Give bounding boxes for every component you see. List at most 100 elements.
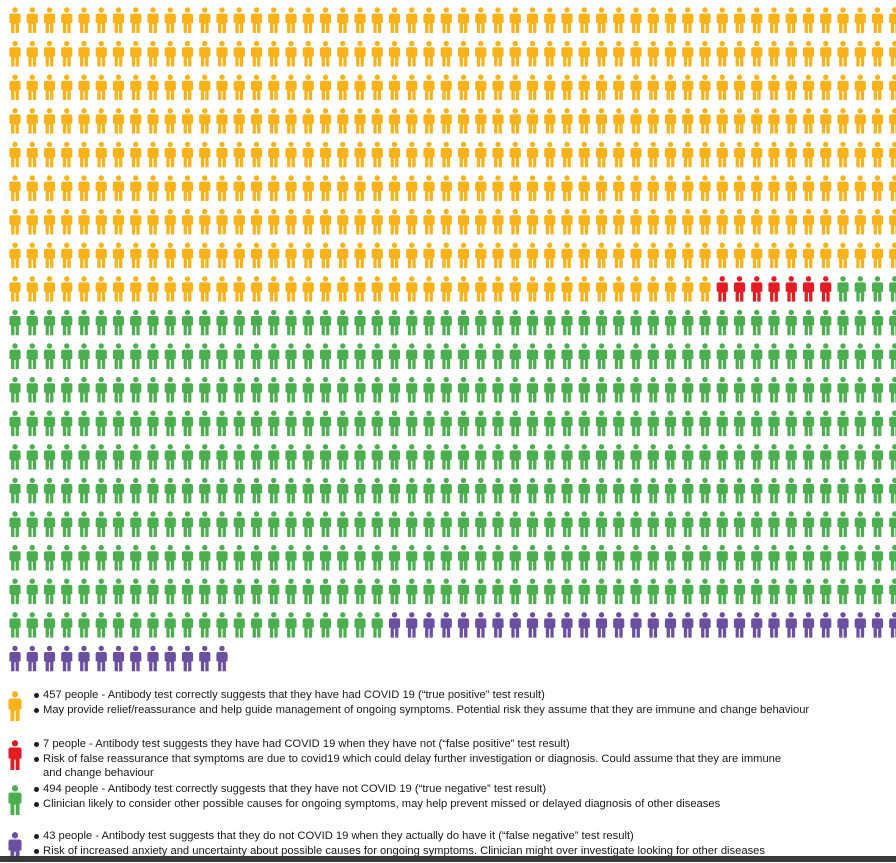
person-icon-true-positive <box>95 141 107 168</box>
person-icon-true-positive <box>112 242 125 269</box>
person-icon-true-positive <box>475 276 487 302</box>
person-icon-true-positive <box>302 108 314 134</box>
person-icon-true-positive <box>492 141 504 168</box>
person-icon-true-negative <box>9 376 21 403</box>
person-icon-true-negative <box>130 578 142 605</box>
person-icon-true-positive <box>647 276 659 302</box>
person-icon-true-negative <box>337 410 349 437</box>
person-icon-true-positive <box>682 108 694 134</box>
person-icon-true-positive <box>613 175 625 201</box>
person-icon-true-negative <box>423 578 435 605</box>
person-icon-true-negative <box>302 444 314 470</box>
person-icon-true-positive <box>457 175 470 201</box>
person-icon-true-positive <box>95 40 107 67</box>
person-icon-true-positive <box>388 242 401 269</box>
person-icon-true-negative <box>181 578 194 605</box>
person-icon-true-positive <box>354 40 366 67</box>
person-icon-true-positive <box>285 74 297 101</box>
person-icon-true-positive <box>199 108 211 134</box>
person-icon-true-negative <box>147 578 159 605</box>
person-icon-true-negative <box>716 477 728 504</box>
person-icon-true-positive <box>751 242 763 269</box>
person-icon-true-positive <box>164 7 176 33</box>
person-icon-true-negative <box>147 544 159 571</box>
person-icon-true-negative <box>319 477 332 504</box>
person-icon-true-negative <box>61 544 73 571</box>
person-icon-false-negative <box>613 612 625 638</box>
person-icon-true-negative <box>9 578 21 605</box>
person-icon-true-negative <box>837 544 849 571</box>
legend-text: Risk of false reassurance that symptoms … <box>32 752 896 767</box>
person-icon-true-negative <box>199 511 211 537</box>
person-icon-true-positive <box>43 141 56 168</box>
person-icon-true-positive <box>147 242 159 269</box>
person-icon-true-negative <box>768 309 780 336</box>
person-icon-true-positive <box>664 141 677 168</box>
person-icon-true-negative <box>699 376 711 403</box>
person-icon-true-positive <box>768 242 780 269</box>
person-icon-true-negative <box>440 511 452 537</box>
person-icon-true-negative <box>457 309 470 336</box>
person-icon-true-negative <box>613 343 625 369</box>
person-icon-true-negative <box>664 544 677 571</box>
person-icon-true-negative <box>319 410 332 437</box>
person-icon-true-negative <box>578 410 590 437</box>
person-icon-true-negative <box>199 410 211 437</box>
person-icon-true-negative <box>61 578 73 605</box>
person-icon-true-negative <box>371 444 383 470</box>
person-icon-true-negative <box>199 578 211 605</box>
person-icon-true-negative <box>802 544 815 571</box>
person-icon-true-positive <box>526 276 539 302</box>
person-icon-true-negative <box>302 511 314 537</box>
person-icon-true-negative <box>371 376 383 403</box>
person-icon-true-positive <box>699 108 711 134</box>
person-icon-true-negative <box>43 612 56 638</box>
person-icon-true-negative <box>647 376 659 403</box>
person-icon-true-positive <box>164 40 176 67</box>
person-icon-false-negative <box>181 645 194 672</box>
person-icon-true-positive <box>130 40 142 67</box>
person-icon-true-positive <box>285 208 297 235</box>
person-icon-true-negative <box>371 511 383 537</box>
person-icon-true-positive <box>526 40 539 67</box>
person-icon-true-positive <box>9 108 21 134</box>
person-icon-true-positive <box>854 208 866 235</box>
person-icon-true-negative <box>285 578 297 605</box>
person-icon-true-positive <box>561 74 573 101</box>
person-icon-true-positive <box>406 141 418 168</box>
person-icon-true-positive <box>751 74 763 101</box>
person-icon-true-negative <box>440 578 452 605</box>
person-icon-true-negative <box>716 410 728 437</box>
person-icon-true-negative <box>9 477 21 504</box>
person-icon-true-negative <box>820 578 832 605</box>
person-icon-true-negative <box>475 343 487 369</box>
person-icon-true-positive <box>630 40 642 67</box>
person-icon-true-negative <box>78 578 90 605</box>
person-icon-true-positive <box>613 276 625 302</box>
person-icon-true-negative <box>733 477 746 504</box>
person-icon-true-positive <box>423 242 435 269</box>
person-icon-true-negative <box>699 544 711 571</box>
person-icon-true-negative <box>595 309 608 336</box>
person-icon-true-negative <box>268 343 280 369</box>
person-icon-true-negative <box>871 276 884 302</box>
person-icon-true-positive <box>112 7 125 33</box>
person-icon-true-positive <box>595 7 608 33</box>
person-icon-true-negative <box>544 477 556 504</box>
person-icon-true-negative <box>199 477 211 504</box>
person-icon-true-positive <box>112 141 125 168</box>
person-icon-true-positive <box>164 242 176 269</box>
person-icon-false-positive <box>716 276 728 302</box>
person-icon-true-positive <box>768 74 780 101</box>
person-icon-true-negative <box>216 511 228 537</box>
person-icon-true-negative <box>130 410 142 437</box>
person-icon-true-negative <box>664 309 677 336</box>
person-icon-true-positive <box>716 175 728 201</box>
person-icon-true-positive <box>664 40 677 67</box>
person-icon-true-positive <box>371 7 383 33</box>
person-icon-true-positive <box>61 175 73 201</box>
person-icon-true-negative <box>164 376 176 403</box>
person-icon-true-negative <box>630 376 642 403</box>
person-icon-true-negative <box>475 376 487 403</box>
person-icon-true-negative <box>268 376 280 403</box>
